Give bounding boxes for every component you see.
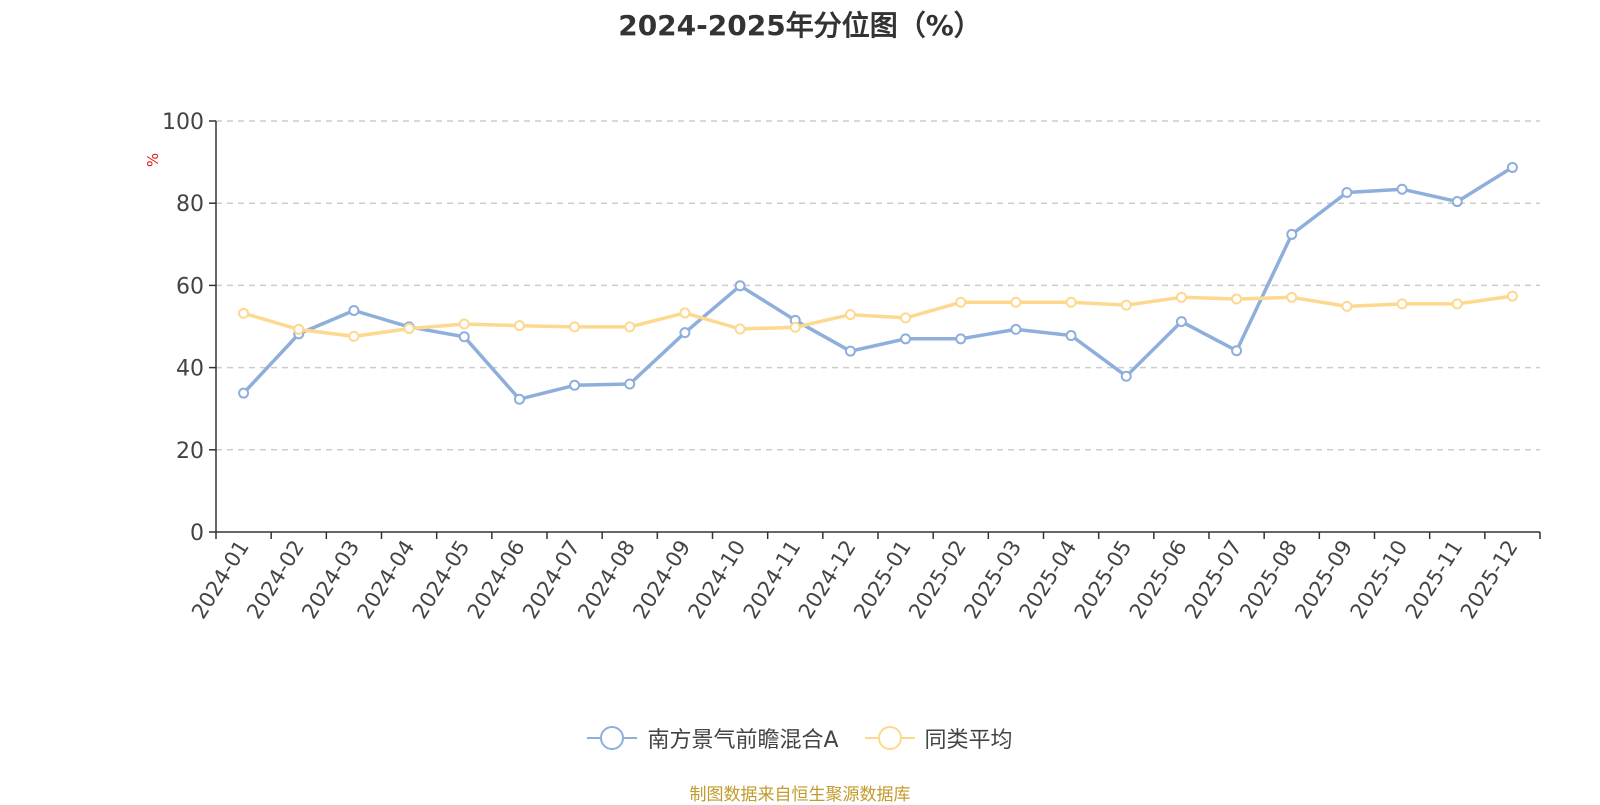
data-point-series-1: [1506, 161, 1518, 173]
data-point-series-2: [1506, 290, 1518, 302]
legend-item-series-2[interactable]: 同类平均: [864, 722, 1013, 754]
data-point-series-1: [1065, 330, 1077, 342]
series-lines: [242, 165, 1514, 401]
data-point-series-2: [1175, 291, 1187, 303]
legend-marker-icon: [864, 725, 915, 751]
data-point-series-2: [789, 321, 801, 333]
data-point-series-1: [1286, 228, 1298, 240]
data-point-series-2: [1065, 296, 1077, 308]
data-point-series-1: [624, 378, 636, 390]
data-point-series-1: [348, 304, 360, 316]
data-point-series-1: [679, 327, 691, 339]
data-point-series-1: [844, 345, 856, 357]
data-point-series-2: [1286, 291, 1298, 303]
y-tick-label: 40: [176, 357, 204, 382]
data-point-series-2: [348, 330, 360, 342]
data-point-series-2: [1120, 299, 1132, 311]
data-point-series-2: [513, 320, 525, 332]
y-axis-label: %: [144, 153, 162, 167]
data-point-series-2: [844, 309, 856, 321]
data-point-series-2: [955, 296, 967, 308]
y-tick-label: 20: [176, 439, 204, 464]
data-point-series-1: [1341, 187, 1353, 199]
data-point-series-2: [1451, 298, 1463, 310]
data-point-series-1: [955, 333, 967, 345]
data-point-series-2: [1010, 296, 1022, 308]
data-point-series-1: [1231, 345, 1243, 357]
data-point-series-1: [1175, 316, 1187, 328]
data-point-series-2: [624, 321, 636, 333]
axes: 0204060801002024-012024-022024-032024-04…: [162, 110, 1541, 623]
chart-title: 2024-2025年分位图（%）: [618, 9, 982, 42]
data-points: [238, 161, 1518, 405]
data-point-series-2: [1231, 293, 1243, 305]
data-point-series-1: [238, 387, 250, 399]
data-point-series-2: [679, 307, 691, 319]
data-point-series-2: [734, 323, 746, 335]
data-point-series-2: [403, 323, 415, 335]
data-point-series-1: [1120, 370, 1132, 382]
y-tick-label: 80: [176, 192, 204, 217]
data-point-series-1: [1010, 323, 1022, 335]
data-point-series-2: [1341, 300, 1353, 312]
grid-lines: [216, 120, 1540, 451]
data-point-series-2: [1396, 298, 1408, 310]
y-tick-label: 100: [162, 110, 204, 135]
legend-marker-icon: [587, 725, 638, 751]
y-tick-label: 0: [190, 521, 204, 546]
data-point-series-1: [1451, 196, 1463, 208]
data-point-series-2: [293, 323, 305, 335]
data-point-series-1: [734, 280, 746, 292]
data-point-series-1: [513, 393, 525, 405]
data-point-series-1: [569, 379, 581, 391]
legend-label: 同类平均: [924, 728, 1013, 753]
legend: 南方景气前瞻混合A 同类平均: [0, 722, 1600, 754]
series-line-2: [243, 294, 1513, 339]
data-point-series-1: [900, 333, 912, 345]
legend-item-series-1[interactable]: 南方景气前瞻混合A: [587, 722, 839, 754]
data-point-series-2: [900, 312, 912, 324]
data-point-series-2: [569, 321, 581, 333]
y-tick-label: 60: [176, 274, 204, 299]
data-point-series-1: [1396, 183, 1408, 195]
series-line-1: [242, 165, 1514, 401]
legend-label: 南方景气前瞻混合A: [647, 728, 839, 753]
source-note: 制图数据来自恒生聚源数据库: [689, 785, 911, 805]
data-point-series-2: [458, 318, 470, 330]
data-point-series-2: [238, 307, 250, 319]
data-point-series-1: [458, 331, 470, 343]
